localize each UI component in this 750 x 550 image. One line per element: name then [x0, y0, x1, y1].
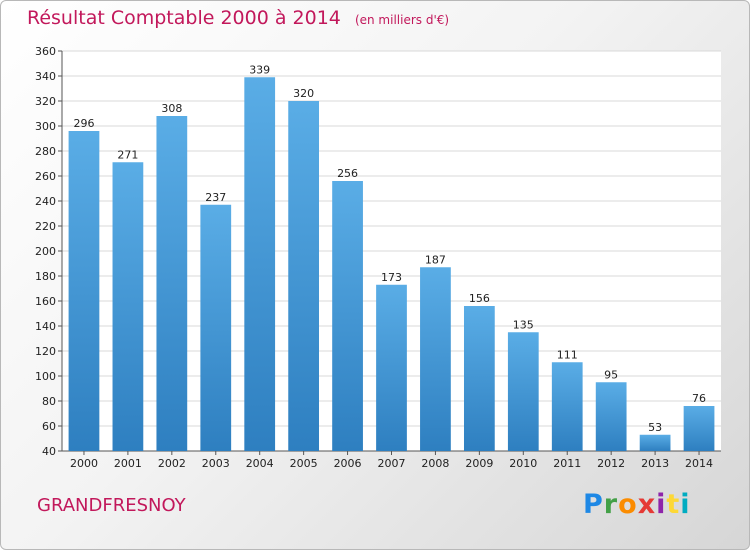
y-tick-label: 340	[35, 70, 56, 83]
x-tick-label: 2013	[641, 457, 669, 470]
y-tick-label: 320	[35, 95, 56, 108]
data-label: 187	[425, 253, 446, 266]
bar	[683, 406, 715, 451]
bar	[332, 181, 363, 451]
logo-letter: t	[666, 489, 681, 520]
x-tick-label: 2004	[246, 457, 274, 470]
data-label: 53	[648, 421, 662, 434]
chart-unit: (en milliers d'€)	[354, 13, 450, 27]
bar	[420, 267, 451, 451]
logo-letter: i	[680, 489, 691, 520]
logo-letter: x	[637, 489, 657, 520]
y-tick-label: 300	[35, 120, 56, 133]
x-tick-label: 2001	[114, 457, 142, 470]
commune-name: GRANDFRESNOY	[37, 495, 186, 516]
x-tick-label: 2010	[509, 457, 537, 470]
y-tick-label: 160	[35, 295, 56, 308]
logo-letter: r	[603, 489, 619, 520]
x-tick-label: 2006	[334, 457, 362, 470]
x-tick-label: 2014	[685, 457, 713, 470]
x-tick-label: 2007	[378, 457, 406, 470]
logo-letter: o	[618, 489, 638, 520]
data-label: 339	[249, 63, 270, 76]
data-label: 76	[692, 392, 706, 405]
data-label: 296	[73, 117, 94, 130]
y-tick-label: 80	[42, 395, 56, 408]
data-label: 308	[161, 102, 182, 115]
y-tick-label: 280	[35, 145, 56, 158]
data-label: 95	[604, 368, 618, 381]
bar	[156, 116, 188, 451]
chart-title: Résultat Comptable 2000 à 2014 (en milli…	[27, 7, 449, 29]
y-tick-label: 60	[42, 420, 56, 433]
y-tick-label: 240	[35, 195, 56, 208]
data-label: 135	[513, 318, 534, 331]
bar	[288, 101, 320, 451]
bar	[376, 284, 407, 451]
y-tick-label: 140	[35, 320, 56, 333]
y-tick-label: 220	[35, 220, 56, 233]
data-label: 256	[337, 167, 358, 180]
data-label: 271	[117, 148, 138, 161]
data-label: 320	[293, 87, 314, 100]
data-label: 173	[381, 271, 402, 284]
bar	[551, 362, 583, 451]
data-label: 237	[205, 191, 226, 204]
bar	[112, 162, 144, 451]
bar	[639, 434, 671, 451]
bar	[463, 306, 495, 451]
x-tick-label: 2000	[70, 457, 98, 470]
y-tick-label: 120	[35, 345, 56, 358]
bar	[507, 332, 539, 451]
y-tick-label: 180	[35, 270, 56, 283]
x-tick-label: 2003	[202, 457, 230, 470]
bar	[200, 204, 232, 451]
chart-title-text: Résultat Comptable 2000 à 2014	[27, 7, 341, 29]
x-tick-label: 2005	[290, 457, 318, 470]
data-label: 156	[469, 292, 490, 305]
y-tick-label: 200	[35, 245, 56, 258]
bar	[68, 131, 100, 451]
y-tick-label: 40	[42, 445, 56, 458]
data-label: 111	[557, 348, 578, 361]
x-tick-label: 2008	[421, 457, 449, 470]
x-tick-label: 2012	[597, 457, 625, 470]
logo-letter: P	[583, 489, 604, 520]
y-tick-label: 360	[35, 45, 56, 58]
x-tick-label: 2002	[158, 457, 186, 470]
x-tick-label: 2011	[553, 457, 581, 470]
bar	[595, 382, 627, 451]
logo-letter: i	[656, 489, 667, 520]
x-tick-label: 2009	[465, 457, 493, 470]
proxiti-logo: Proxiti	[583, 489, 691, 520]
y-tick-label: 100	[35, 370, 56, 383]
bar	[244, 77, 276, 451]
y-tick-label: 260	[35, 170, 56, 183]
